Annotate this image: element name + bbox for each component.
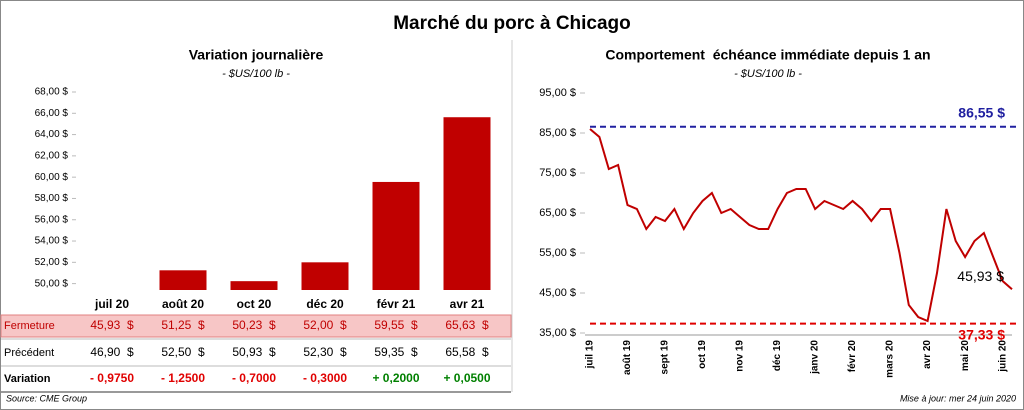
y-tick-label: 35,00 $ [539, 327, 576, 339]
bar [159, 270, 207, 290]
table-cell: + 0,0500 [443, 371, 490, 385]
bar [301, 262, 349, 290]
y-tick-label: 68,00 $ [35, 87, 69, 98]
table-cell: 50,93 $ [232, 345, 276, 359]
bar [443, 117, 491, 290]
column-header: avr 21 [450, 297, 485, 311]
x-tick-label: févr 20 [847, 340, 858, 373]
column-header: déc 20 [306, 297, 344, 311]
table-cell: - 0,9750 [90, 371, 134, 385]
chart-subtitle: - $US/100 lb - [222, 68, 290, 80]
price-line [589, 128, 1013, 323]
y-tick-label: 95,00 $ [539, 87, 576, 99]
table-cell: 65,58 $ [445, 345, 489, 359]
y-tick-label: 54,00 $ [35, 236, 69, 247]
x-tick-label: mai 20 [960, 340, 971, 372]
reference-label: 37,33 $ [958, 326, 1005, 342]
x-tick-label: sept 19 [660, 340, 671, 375]
y-tick-label: 62,00 $ [35, 151, 69, 162]
table-cell: 52,30 $ [303, 345, 347, 359]
x-tick-label: août 19 [622, 340, 633, 375]
column-header: juil 20 [94, 297, 129, 311]
table-cell: 52,50 $ [161, 345, 205, 359]
y-tick-label: 85,00 $ [539, 127, 576, 139]
x-tick-label: oct 19 [697, 340, 708, 369]
table-cell: 45,93 $ [90, 318, 134, 332]
chart-subtitle: - $US/100 lb - [734, 68, 802, 80]
source: Source: CME Group [6, 393, 87, 403]
table-cell: - 0,3000 [303, 371, 347, 385]
table-cell: 46,90 $ [90, 345, 134, 359]
x-tick-label: juin 20 [997, 340, 1008, 373]
y-tick-label: 60,00 $ [35, 172, 69, 183]
table-cell: 50,23 $ [232, 318, 276, 332]
y-tick-label: 56,00 $ [35, 214, 69, 225]
page-title: Marché du porc à Chicago [393, 13, 631, 34]
table-cell: 51,25 $ [161, 318, 205, 332]
y-tick-label: 45,00 $ [539, 287, 576, 299]
chart-title: Variation journalière [189, 47, 324, 63]
table-cell: 59,35 $ [374, 345, 418, 359]
column-header: oct 20 [237, 297, 272, 311]
y-tick-label: 65,00 $ [539, 207, 576, 219]
x-tick-label: nov 19 [735, 340, 746, 372]
bar [230, 281, 278, 290]
row-label: Variation [4, 373, 51, 385]
row-label: Précédent [4, 347, 54, 359]
table-cell: 52,00 $ [303, 318, 347, 332]
x-tick-label: janv 20 [810, 340, 821, 375]
column-header: févr 21 [377, 297, 416, 311]
table-cell: 59,55 $ [374, 318, 418, 332]
y-tick-label: 52,00 $ [35, 257, 69, 268]
x-tick-label: mars 20 [885, 340, 896, 378]
table-cell: 65,63 $ [445, 318, 489, 332]
x-tick-label: déc 19 [772, 340, 783, 372]
reference-label: 86,55 $ [958, 105, 1005, 121]
y-tick-label: 58,00 $ [35, 193, 69, 204]
table-cell: - 0,7000 [232, 371, 276, 385]
value-label: 45,93 $ [957, 268, 1004, 284]
table-cell: - 1,2500 [161, 371, 205, 385]
y-tick-label: 50,00 $ [35, 278, 69, 289]
table-cell: + 0,2000 [372, 371, 419, 385]
updated: Mise à jour: mer 24 juin 2020 [900, 393, 1016, 403]
y-tick-label: 66,00 $ [35, 108, 69, 119]
bars [159, 117, 491, 290]
y-tick-label: 64,00 $ [35, 129, 69, 140]
y-tick-label: 75,00 $ [539, 167, 576, 179]
x-tick-label: avr 20 [922, 340, 933, 369]
row-label: Fermeture [4, 320, 55, 332]
bar [372, 181, 420, 290]
chart-title: Comportement échéance immédiate depuis 1… [605, 47, 930, 63]
row-highlight [0, 314, 512, 338]
column-header: août 20 [162, 297, 204, 311]
y-tick-label: 55,00 $ [539, 247, 576, 259]
x-tick-label: juil 19 [585, 340, 596, 370]
